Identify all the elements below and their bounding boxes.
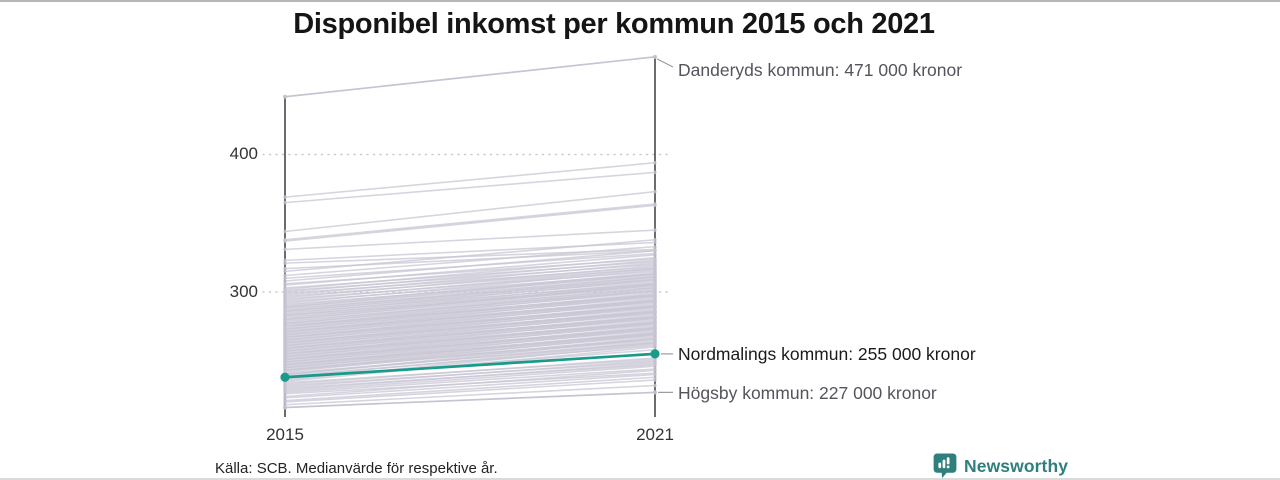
annotation-danderyd: Danderyds kommun: 471 000 kronor: [678, 60, 963, 80]
newsworthy-logo: Newsworthy: [933, 453, 1069, 478]
annotation-hogsby: Högsby kommun: 227 000 kronor: [678, 383, 937, 403]
logo-bar-icon: [942, 459, 946, 469]
y-axis-tick-400: 400: [229, 144, 258, 163]
newsworthy-logo-icon: [933, 453, 957, 478]
source-note: Källa: SCB. Medianvärde för respektive å…: [215, 460, 498, 477]
logo-exclamation-dot-icon: [946, 465, 950, 469]
y-axis-tick-300: 300: [229, 282, 258, 301]
logo-bar-icon: [938, 462, 942, 469]
chart-title: Disponibel inkomst per kommun 2015 och 2…: [293, 8, 935, 40]
annotation-nordmaling: Nordmalings kommun: 255 000 kronor: [678, 344, 976, 364]
newsworthy-wordmark: Newsworthy: [964, 455, 1069, 476]
logo-exclamation-icon: [946, 457, 950, 465]
x-axis-tick-2015: 2015: [266, 425, 304, 444]
x-axis-tick-2021: 2021: [636, 425, 674, 444]
